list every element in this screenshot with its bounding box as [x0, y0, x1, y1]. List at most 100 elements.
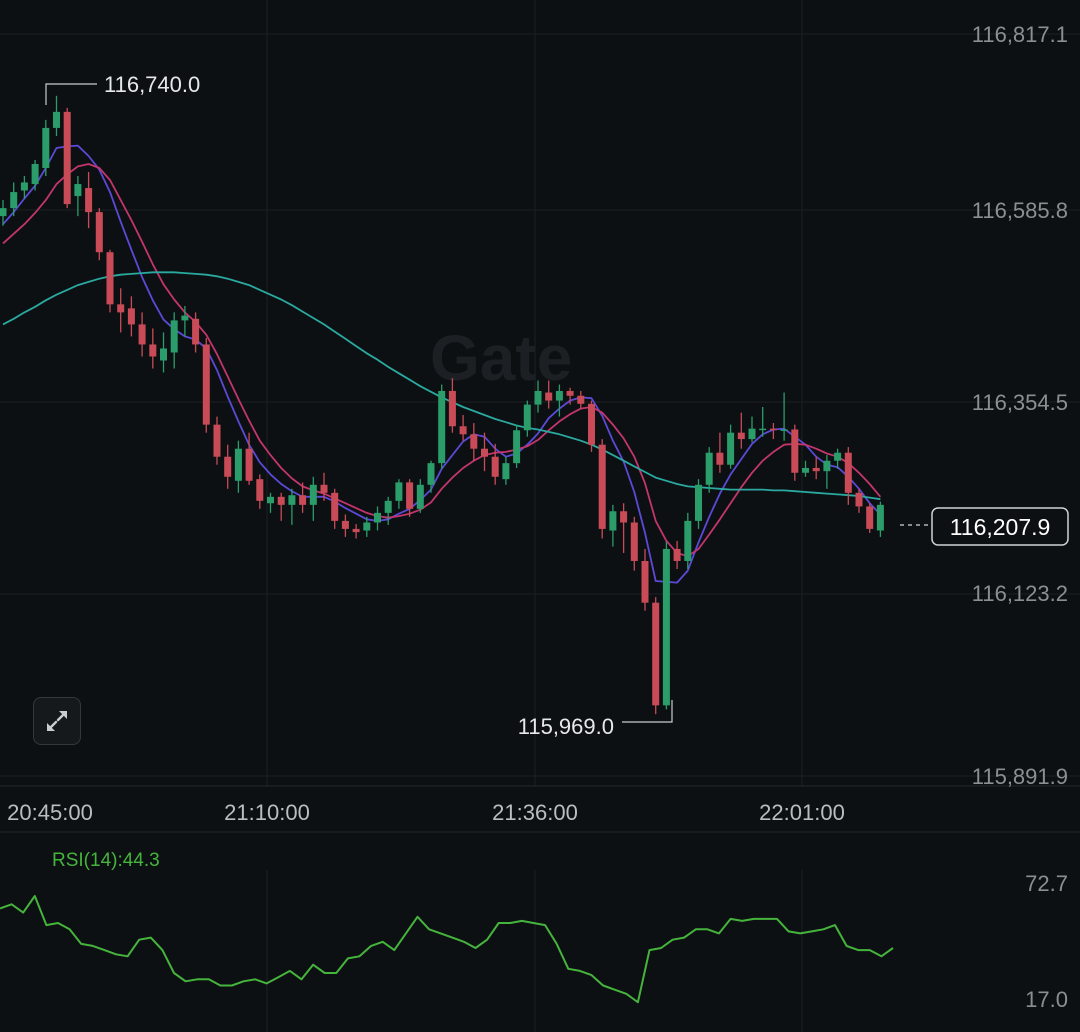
candle-body	[288, 495, 296, 505]
candle	[160, 332, 167, 373]
candle	[641, 548, 649, 611]
candle-body	[609, 511, 617, 531]
candle-body	[588, 403, 595, 445]
candle-body	[523, 404, 531, 431]
candle	[406, 479, 414, 517]
candle	[802, 460, 809, 477]
candle-body	[138, 324, 146, 345]
candle-body	[256, 479, 264, 501]
candle-body	[802, 467, 809, 473]
candle-body	[341, 520, 349, 529]
candle	[149, 328, 157, 369]
candle	[620, 503, 628, 553]
candle-body	[438, 390, 446, 464]
candle	[192, 312, 200, 353]
candle	[416, 479, 424, 513]
time-tick-3: 21:36:00	[492, 800, 578, 825]
price-tick-3: 116,354.5	[972, 390, 1068, 415]
candle	[234, 440, 242, 493]
candle	[481, 432, 488, 472]
price-axis: 116,817.1 116,585.8 116,354.5 116,123.2 …	[972, 22, 1068, 789]
candle-body	[20, 182, 28, 191]
candle-body	[513, 430, 521, 464]
candle	[74, 176, 82, 217]
candle	[759, 407, 767, 437]
candle	[695, 479, 702, 529]
candle-body	[641, 560, 649, 603]
candle-body	[10, 192, 18, 209]
candle-body	[855, 492, 863, 507]
candle-body	[245, 448, 253, 481]
time-tick-4: 22:01:00	[759, 800, 845, 825]
candle	[299, 482, 307, 513]
ma-mid-line	[2, 163, 882, 558]
candle	[459, 415, 467, 441]
candle-body	[844, 452, 852, 493]
candle	[491, 443, 499, 485]
candle	[609, 504, 617, 547]
candle-body	[577, 395, 585, 404]
expand-button[interactable]	[33, 697, 81, 745]
candle	[256, 474, 264, 509]
candle-body	[491, 456, 499, 477]
candle	[523, 400, 531, 437]
candle	[395, 479, 403, 509]
candle-body	[0, 208, 7, 217]
candle	[224, 444, 232, 489]
candle	[117, 288, 125, 333]
candle	[138, 312, 146, 357]
candle-body	[85, 188, 93, 213]
candle-body	[181, 315, 189, 321]
candle	[534, 380, 542, 413]
candle-body	[823, 460, 831, 472]
candle	[470, 423, 478, 461]
candle-body	[427, 463, 435, 485]
candle	[876, 501, 884, 537]
candle	[769, 423, 777, 440]
candle	[555, 384, 563, 417]
candle-body	[309, 484, 317, 505]
rsi-line-series	[0, 895, 894, 1004]
price-tick-1: 116,817.1	[972, 22, 1068, 47]
candle	[384, 496, 392, 525]
candle	[106, 249, 114, 313]
candle-body	[748, 428, 756, 440]
candle-body	[620, 511, 628, 523]
candle-body	[42, 127, 50, 169]
candle-body	[384, 500, 392, 513]
candle	[181, 305, 189, 337]
candlestick-series	[0, 95, 884, 715]
rsi-tick-low: 17.0	[1025, 987, 1068, 1012]
candle	[866, 503, 874, 533]
candle	[63, 107, 71, 209]
price-tick-2: 116,585.8	[972, 198, 1068, 223]
candle-body	[684, 520, 692, 561]
candle	[245, 432, 253, 485]
candle-body	[502, 463, 510, 480]
candle-body	[459, 426, 467, 435]
candle	[823, 455, 831, 489]
candle-body	[695, 484, 702, 521]
candle	[277, 492, 285, 521]
candle-body	[791, 429, 799, 473]
candle	[513, 424, 521, 468]
candle-body	[566, 390, 574, 396]
candle	[577, 390, 585, 409]
candle-body	[759, 428, 767, 431]
candle-body	[866, 506, 874, 529]
candle	[85, 172, 93, 229]
ma-fast-line	[2, 144, 882, 584]
candle-body	[481, 448, 488, 457]
candle	[0, 200, 7, 226]
candle-body	[406, 482, 414, 509]
candle	[10, 182, 18, 217]
candle	[341, 514, 349, 537]
candle	[202, 338, 210, 433]
candle-body	[63, 111, 71, 205]
candle-body	[812, 467, 820, 472]
candle	[20, 176, 28, 199]
low-annotation: 115,969.0	[518, 700, 673, 739]
candle-body	[555, 390, 563, 401]
candle	[309, 476, 317, 521]
